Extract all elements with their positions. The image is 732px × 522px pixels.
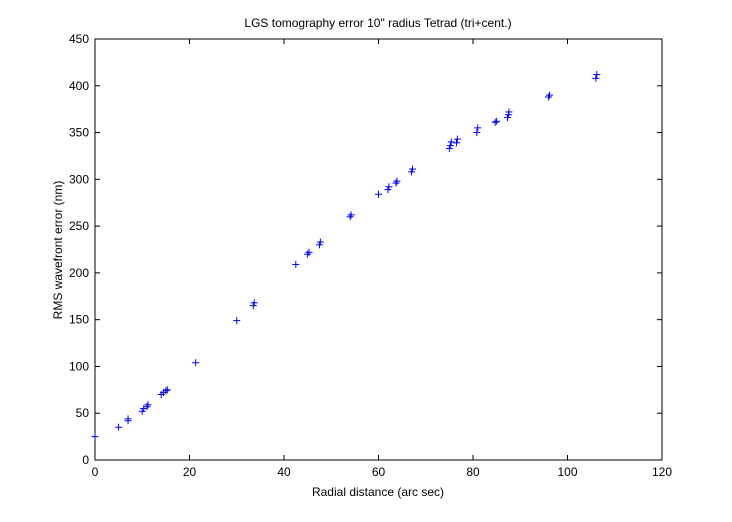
y-tick-label: 400 — [69, 79, 89, 93]
x-axis-label: Radial distance (arc sec) — [312, 485, 444, 499]
y-tick-label: 50 — [76, 406, 90, 420]
data-point — [316, 238, 324, 246]
data-point — [473, 129, 481, 137]
y-tick-label: 100 — [69, 359, 89, 373]
y-tick-label: 0 — [82, 453, 89, 467]
x-tick-label: 20 — [183, 465, 197, 479]
data-point — [493, 117, 501, 125]
plot-area — [94, 38, 663, 461]
y-tick-label: 250 — [69, 219, 89, 233]
y-tick-label: 200 — [69, 266, 89, 280]
data-point — [163, 386, 171, 394]
y-axis: 0 50 100 150 200 250 300 350 400 450 — [69, 32, 662, 467]
data-point — [91, 433, 99, 441]
data-point — [593, 71, 601, 79]
data-point — [292, 260, 300, 268]
data-point — [409, 165, 417, 173]
y-tick-label: 150 — [69, 313, 89, 327]
x-tick-label: 60 — [372, 465, 386, 479]
x-tick-label: 80 — [466, 465, 480, 479]
data-point — [505, 108, 513, 116]
data-point — [192, 359, 200, 367]
data-point — [546, 91, 554, 99]
chart-title: LGS tomography error 10" radius Tetrad (… — [244, 16, 511, 30]
y-tick-label: 350 — [69, 126, 89, 140]
x-tick-label: 100 — [557, 465, 577, 479]
x-tick-label: 0 — [92, 465, 99, 479]
y-axis-label: RMS wavefront error (nm) — [51, 181, 65, 320]
data-point — [375, 190, 382, 198]
data-point — [124, 415, 132, 423]
x-axis: 0 20 40 60 80 100 120 — [92, 39, 672, 479]
y-tick-label: 450 — [69, 32, 89, 46]
x-tick-label: 120 — [652, 465, 672, 479]
data-point — [385, 183, 393, 191]
data-point — [592, 74, 600, 82]
data-point — [162, 387, 170, 395]
data-point — [446, 142, 454, 150]
data-point — [452, 139, 460, 147]
data-point — [447, 138, 455, 146]
y-tick-label: 300 — [69, 172, 89, 186]
data-point — [491, 118, 499, 126]
x-tick-label: 40 — [277, 465, 291, 479]
data-point — [453, 135, 461, 143]
data-series — [91, 71, 601, 441]
data-point — [115, 423, 123, 431]
data-point — [474, 124, 482, 132]
data-point — [305, 248, 313, 256]
data-point — [347, 211, 355, 219]
data-point — [233, 317, 241, 325]
data-point — [144, 401, 152, 409]
data-point — [250, 299, 258, 307]
data-point — [393, 177, 401, 185]
